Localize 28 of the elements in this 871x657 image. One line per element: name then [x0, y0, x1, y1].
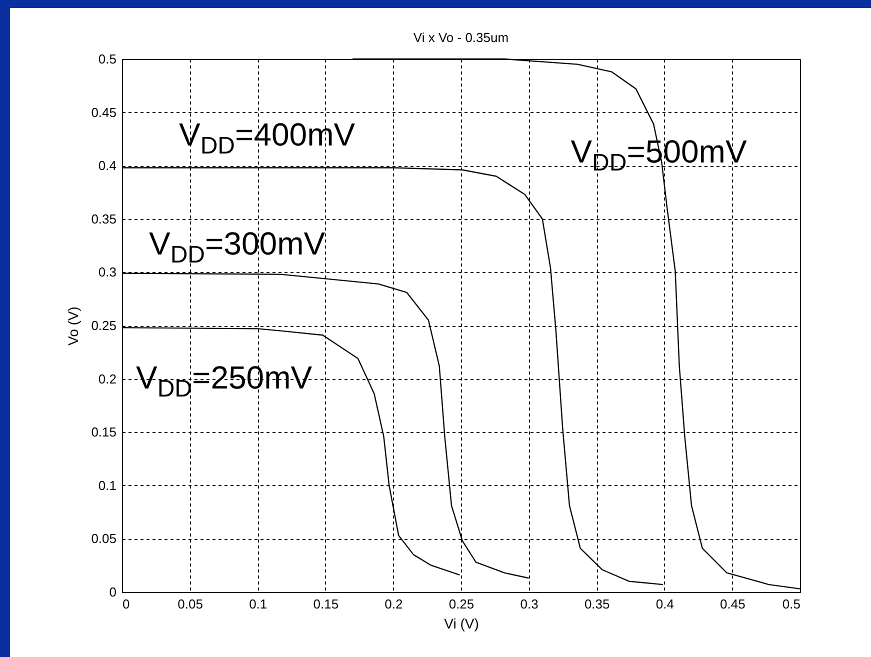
x-tick-label: 0.35: [584, 596, 610, 612]
y-tick-label: 0.3: [98, 264, 116, 280]
x-tick-label: 0.4: [656, 596, 674, 612]
y-tick-label: 0.45: [91, 104, 116, 120]
x-tick-label: 0.2: [384, 596, 403, 612]
x-tick-label: 0.15: [313, 596, 339, 612]
chart-title: Vi x Vo - 0.35um: [413, 30, 509, 45]
series-label: V$_{DD}$=250mV: [136, 360, 313, 404]
x-tick-label: 0.25: [448, 596, 474, 612]
x-tick-label: 0: [122, 596, 130, 612]
y-tick-label: 0.5: [98, 52, 116, 66]
y-tick-label: 0.15: [91, 424, 116, 440]
x-axis-title: Vi (V): [444, 616, 479, 632]
series-label: V$_{DD}$=400mV: [179, 116, 356, 160]
y-tick-label: 0.05: [91, 531, 116, 546]
y-tick-label: 0: [109, 584, 116, 600]
y-axis-title: Vo (V): [65, 306, 82, 346]
x-tick-label: 0.05: [178, 596, 203, 612]
y-tick-label: 0.25: [91, 318, 116, 333]
y-tick-label: 0.2: [98, 371, 116, 386]
x-tick-label: 0.45: [720, 596, 746, 612]
y-tick-label: 0.4: [98, 158, 116, 174]
x-tick-label: 0.3: [520, 596, 538, 612]
y-tick-label: 0.35: [91, 211, 116, 226]
x-tick-label: 0.5: [782, 596, 800, 612]
y-tick-label: 0.1: [98, 478, 116, 493]
series-label: V$_{DD}$=300mV: [149, 225, 326, 269]
x-tick-label: 0.1: [249, 596, 268, 612]
